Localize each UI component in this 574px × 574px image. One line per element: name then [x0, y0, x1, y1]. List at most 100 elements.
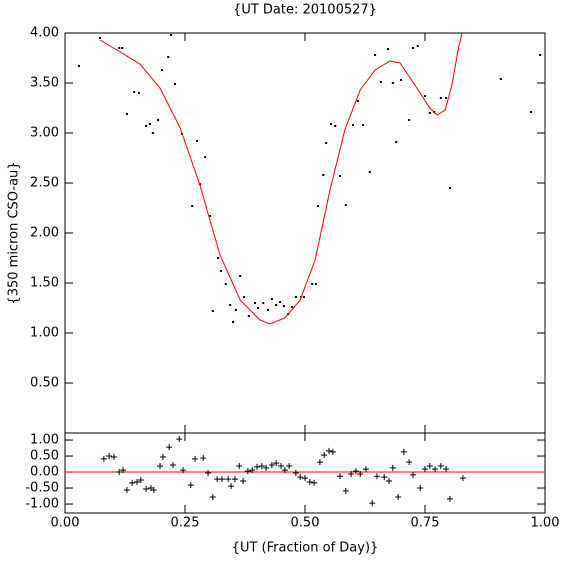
residual-point	[268, 462, 275, 468]
residual-point	[254, 463, 260, 470]
data-point	[368, 171, 371, 173]
x-tick-label: 0.50	[291, 516, 320, 531]
data-point	[254, 302, 257, 304]
residual-point	[422, 466, 428, 473]
residual-point	[231, 476, 238, 483]
data-point	[137, 92, 140, 94]
data-point	[118, 47, 121, 49]
y-tick-label: 1.00	[30, 326, 59, 341]
data-point	[530, 111, 533, 113]
data-point	[322, 174, 325, 176]
data-point	[424, 95, 426, 97]
data-point	[374, 54, 377, 56]
residual-point	[228, 483, 235, 490]
data-point	[408, 119, 411, 121]
residual-point	[459, 475, 466, 482]
residual-point	[110, 454, 117, 460]
residual-point	[329, 448, 336, 455]
data-point	[121, 47, 124, 49]
data-point	[294, 296, 297, 298]
y-tick-label: -1.00	[25, 497, 59, 512]
residual-point	[400, 448, 407, 455]
data-point	[220, 270, 222, 272]
residual-point	[386, 478, 392, 484]
residual-point	[143, 486, 150, 492]
data-point	[316, 205, 319, 207]
data-point	[151, 132, 154, 134]
residual-point	[297, 474, 304, 481]
residual-point	[176, 436, 183, 443]
plot-frame	[64, 432, 546, 514]
data-point	[173, 83, 176, 85]
residual-point	[278, 462, 284, 469]
residual-point	[187, 482, 194, 489]
data-point	[191, 205, 194, 207]
x-tick-label: 1.00	[531, 516, 560, 531]
residual-point	[286, 462, 293, 469]
residual-point	[218, 476, 225, 483]
data-point	[291, 306, 294, 308]
data-point	[362, 124, 365, 126]
residual-point	[348, 470, 355, 477]
data-point	[224, 283, 227, 285]
residual-point	[446, 495, 453, 502]
residual-point	[123, 486, 130, 493]
data-point	[211, 310, 214, 312]
residual-point	[205, 470, 212, 476]
data-point	[77, 65, 80, 67]
data-point	[247, 315, 250, 317]
residual-point	[180, 467, 187, 474]
residual-point	[352, 468, 359, 475]
y-tick-label: 0.00	[30, 465, 59, 480]
data-point	[160, 69, 163, 71]
residual-point	[326, 447, 332, 454]
y-tick-label: -0.50	[25, 481, 59, 496]
data-point	[356, 100, 359, 102]
data-point	[315, 283, 318, 285]
residual-point	[200, 454, 207, 461]
residual-point	[150, 486, 157, 493]
y-tick-label: 1.50	[30, 276, 59, 291]
plot-frame	[64, 32, 546, 434]
y-tick-label: 2.00	[30, 226, 59, 241]
residual-point	[321, 452, 328, 459]
data-point	[339, 175, 342, 177]
data-point	[439, 97, 442, 99]
x-tick-label: 0.00	[51, 516, 80, 531]
residual-point	[316, 459, 323, 466]
data-point	[325, 142, 328, 144]
residual-point	[311, 479, 318, 486]
data-point	[387, 48, 390, 50]
data-point	[243, 296, 246, 298]
residual-point	[437, 462, 444, 469]
plot-area	[100, 436, 466, 507]
residual-point	[258, 462, 265, 469]
residual-point	[209, 494, 216, 500]
data-point	[379, 81, 382, 83]
data-point	[125, 113, 128, 115]
residual-point	[225, 476, 232, 483]
data-point	[400, 79, 402, 81]
chart-title: {UT Date: 20100527}	[233, 3, 377, 18]
residual-point	[249, 467, 256, 474]
residual-point	[134, 478, 140, 485]
residual-point	[106, 453, 113, 460]
y-axis-label: {350 micron CSO-au}	[7, 161, 22, 304]
residual-point	[273, 460, 280, 467]
residual-point	[337, 473, 344, 480]
data-point	[352, 124, 354, 126]
data-point	[303, 296, 306, 298]
residual-point	[240, 478, 247, 484]
data-point	[445, 97, 448, 99]
residual-point	[443, 466, 450, 473]
data-point	[217, 257, 220, 259]
data-point	[416, 45, 419, 47]
data-point	[239, 275, 242, 277]
residual-point	[129, 479, 136, 486]
residual-point	[381, 474, 388, 481]
data-point	[499, 78, 502, 80]
x-tick-label: 0.75	[411, 516, 440, 531]
data-point	[391, 82, 394, 84]
residual-point	[395, 494, 402, 500]
